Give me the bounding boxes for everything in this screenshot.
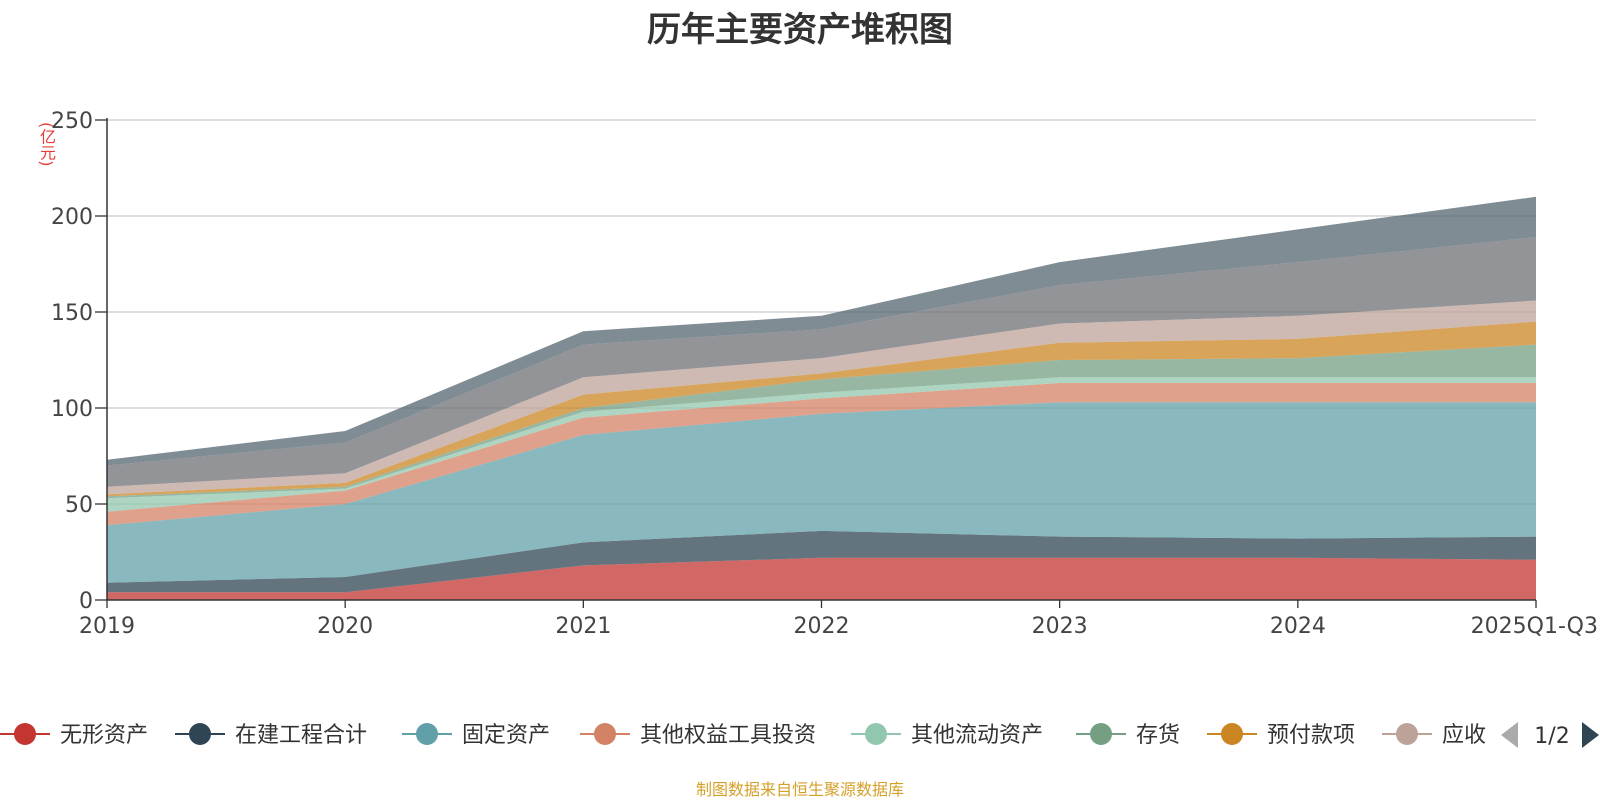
- legend-marker: [1396, 723, 1418, 745]
- x-tick-label: 2024: [1270, 614, 1326, 639]
- legend-item[interactable]: 固定资产: [402, 723, 550, 748]
- legend-label: 无形资产: [60, 723, 148, 748]
- area-series-8[interactable]: [107, 237, 1536, 487]
- y-tick-label: 250: [51, 109, 93, 134]
- legend-marker: [416, 723, 438, 745]
- x-tick-label: 2019: [79, 614, 135, 639]
- legend-marker: [14, 723, 36, 745]
- axis-layer: 0 50 100 150 200 250 2019 2020 2021 2022 2023 2024 2…: [51, 109, 1598, 639]
- triangle-left-icon[interactable]: [1501, 722, 1518, 748]
- x-tick-label: 2023: [1032, 614, 1088, 639]
- legend-label: 在建工程合计: [235, 723, 367, 748]
- area-series-9[interactable]: [107, 196, 1536, 466]
- area-series-1[interactable]: [107, 530, 1536, 593]
- x-tick-label: 2021: [555, 614, 611, 639]
- legend-marker: [189, 723, 211, 745]
- area-series-7[interactable]: [107, 300, 1536, 495]
- legend-item[interactable]: 预付款项: [1207, 723, 1355, 748]
- chart-title: 历年主要资产堆积图: [647, 10, 953, 50]
- area-layer: [107, 196, 1536, 600]
- legend-page-indicator: 1/2: [1534, 724, 1569, 749]
- legend-label: 应收: [1442, 723, 1486, 748]
- area-series-0[interactable]: [107, 557, 1536, 600]
- x-tick-label: 2020: [317, 614, 373, 639]
- area-series-3[interactable]: [107, 383, 1536, 526]
- legend-items: 无形资产 在建工程合计 固定资产 其他权益工具投资 其他流动资产 存货 预付款项 应收: [0, 723, 1486, 748]
- y-tick-label: 0: [79, 589, 93, 614]
- x-tick-label: 2025Q1-Q3: [1471, 614, 1598, 639]
- legend-marker: [1221, 723, 1243, 745]
- x-tick-label: 2022: [794, 614, 850, 639]
- legend-marker: [865, 723, 887, 745]
- legend-label: 其他权益工具投资: [640, 723, 816, 748]
- legend-label: 其他流动资产: [911, 723, 1043, 748]
- legend-item[interactable]: 其他流动资产: [851, 723, 1043, 748]
- y-tick-label: 100: [51, 397, 93, 422]
- legend-label: 存货: [1136, 723, 1180, 748]
- source-footer: 制图数据来自恒生聚源数据库: [695, 780, 904, 799]
- legend-marker: [1090, 723, 1112, 745]
- y-tick-label: 50: [65, 493, 93, 518]
- legend-layer: 无形资产 在建工程合计 固定资产 其他权益工具投资 其他流动资产 存货 预付款项 应收 1/2: [0, 722, 1599, 749]
- legend-item[interactable]: 无形资产: [0, 723, 148, 748]
- triangle-right-icon[interactable]: [1582, 722, 1599, 748]
- area-series-2[interactable]: [107, 402, 1536, 583]
- legend-label: 预付款项: [1267, 723, 1355, 748]
- area-series-4[interactable]: [107, 377, 1536, 512]
- legend-item[interactable]: 存货: [1076, 723, 1180, 748]
- legend-label: 固定资产: [462, 723, 550, 748]
- legend-item[interactable]: 应收: [1382, 723, 1486, 748]
- y-tick-label: 150: [51, 301, 93, 326]
- y-tick-label: 200: [51, 205, 93, 230]
- legend-marker: [594, 723, 616, 745]
- y-axis-unit-label: (亿元): [37, 122, 56, 167]
- area-series-6[interactable]: [107, 321, 1536, 497]
- legend-item[interactable]: 其他权益工具投资: [580, 723, 816, 748]
- area-series-5[interactable]: [107, 344, 1536, 499]
- legend-item[interactable]: 在建工程合计: [175, 723, 367, 748]
